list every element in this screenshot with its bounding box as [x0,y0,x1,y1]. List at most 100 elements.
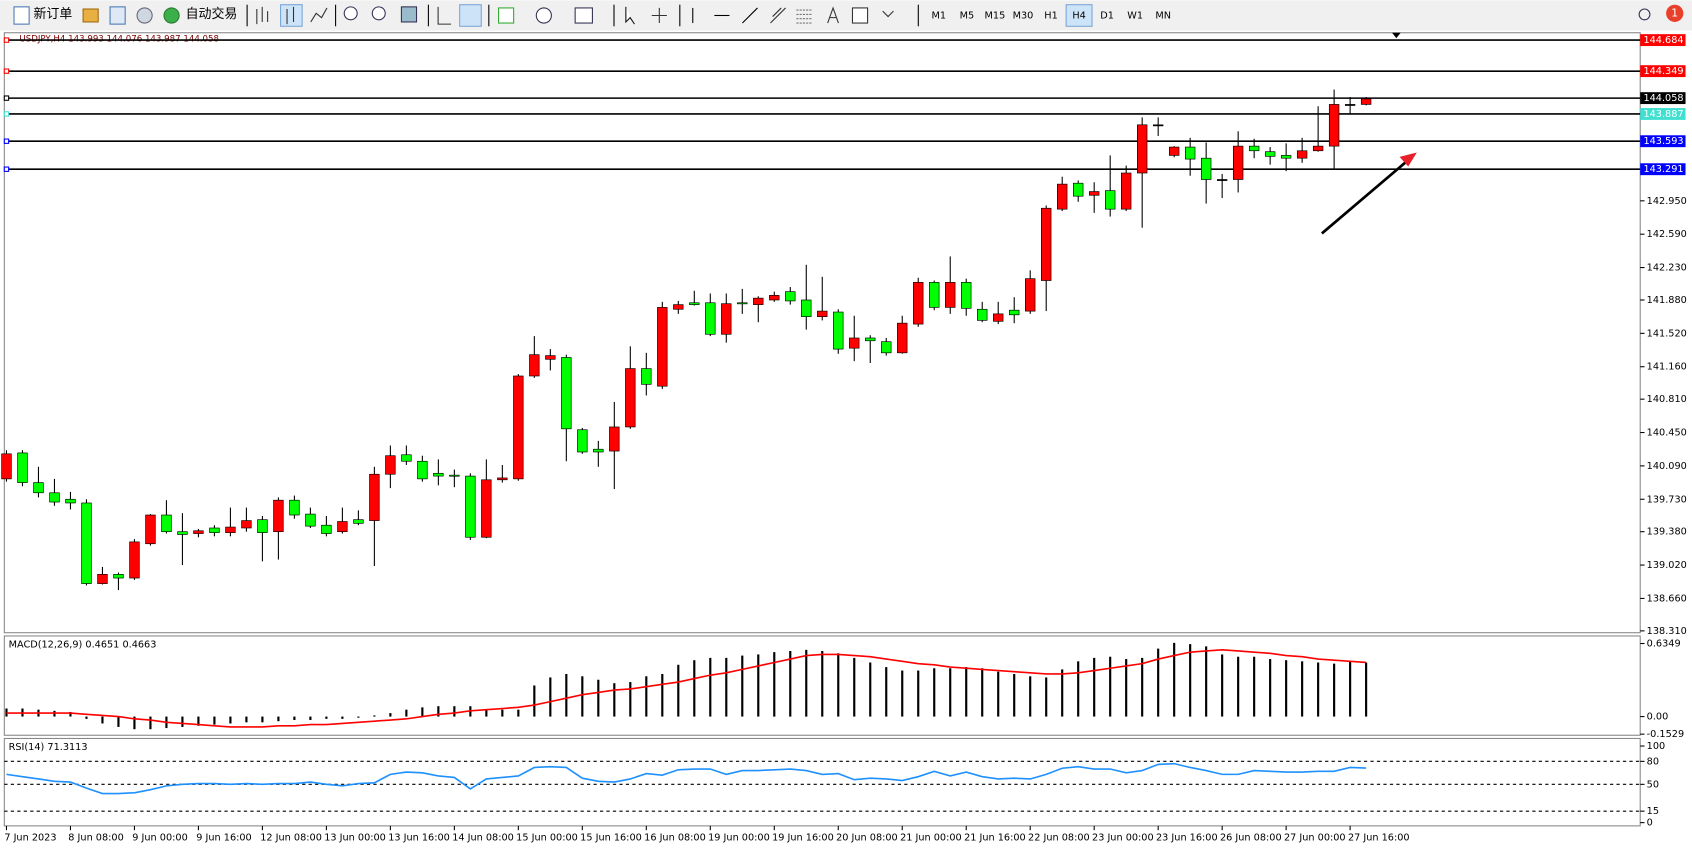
candle-body [1168,146,1180,156]
candle-body [17,452,28,483]
text-tool[interactable] [827,6,839,24]
candle-body [1009,309,1020,316]
x-tick-label: 15 Jun 00:00 [516,833,578,844]
indicators[interactable] [497,7,515,24]
candle-body [961,282,972,309]
candle-body [305,513,316,527]
candle-body [385,455,396,475]
x-tick-label: 7 Jun 2023 [4,833,56,844]
candle-body [689,302,700,305]
candle-tool-active[interactable] [280,4,303,27]
candle-body [865,337,876,342]
search[interactable] [1638,8,1651,21]
y-tick-label: 140.090 [1647,461,1687,472]
candle-body [273,499,284,533]
zoom-out[interactable] [371,6,386,21]
auto-trade-icon[interactable] [163,7,180,24]
new-order-icon[interactable] [13,6,30,25]
trendline-tool[interactable] [742,7,758,24]
candle-body [929,282,940,308]
timeframe-button[interactable]: M30 [1013,10,1034,21]
rsi-pane [3,737,1641,827]
candle-body [1296,150,1308,159]
candle-body [449,474,460,477]
line-handle [3,111,10,117]
candle-body [1041,207,1052,281]
x-tick-label: 21 Jun 00:00 [900,833,962,844]
candle-body [641,368,652,385]
y-tick-label: -0.1529 [1647,729,1684,740]
candle-body [81,502,92,584]
toolbar-icon[interactable] [136,7,153,24]
candle-body [417,460,428,480]
chart-shift[interactable] [459,4,482,27]
candle-body [113,574,124,579]
candle-body [993,313,1004,322]
timeframe-button[interactable]: MN [1155,10,1171,21]
timeframe-button[interactable]: W1 [1127,10,1143,21]
candle-body [1312,145,1324,152]
x-tick-label: 15 Jun 16:00 [580,833,642,844]
timeframe-button[interactable]: H4 [1072,10,1085,21]
candle-body [881,341,892,354]
x-tick-label: 12 Jun 08:00 [260,833,322,844]
notification-badge[interactable] [1666,4,1684,22]
y-tick-label: 139.380 [1647,527,1687,538]
label-tool[interactable] [851,7,869,24]
signal-line [6,649,1367,728]
candle-body [1073,182,1084,197]
candle-body [817,310,828,317]
candle-body [1248,145,1260,152]
timeframe-button[interactable]: M5 [960,10,975,21]
timeframe-bar: M1 M5 M15 M30 H1 H4 D1 W1 MN [932,4,1171,27]
candle-tool[interactable] [286,6,295,25]
bar-chart-tool[interactable] [256,6,269,25]
candle-body [769,295,780,301]
cursor-tool[interactable] [625,6,635,25]
line-handle [3,68,10,74]
candle-body [1216,179,1228,181]
new-order-button[interactable]: 新订单 [33,6,72,22]
timeframe-button[interactable]: M1 [932,10,947,21]
x-tick-label: 19 Jun 00:00 [708,833,770,844]
timeframe-button[interactable]: H1 [1044,10,1057,21]
candle-body [513,375,524,480]
price-label: 144.684 [1643,35,1683,46]
candle-body [1264,151,1276,157]
toolbar-icon[interactable] [109,6,126,25]
x-tick-label: 16 Jun 08:00 [644,833,706,844]
candle-body [433,472,444,477]
timeframe-button[interactable]: M15 [985,10,1006,21]
candle-body [897,322,908,354]
candle-body [1344,104,1356,106]
line-handle [3,166,10,172]
candle-body [481,479,492,538]
toolbar-background [0,0,1692,31]
shapes-tool[interactable] [882,10,894,18]
rsi-title: RSI(14) 71.3113 [9,742,88,753]
candle-body [977,308,988,321]
periods[interactable] [535,7,552,24]
x-tick-label: 20 Jun 08:00 [836,833,898,844]
candle-body [625,368,636,428]
line-handle [3,37,10,43]
candle-body [465,475,476,538]
fibonacci-tool[interactable] [796,9,812,24]
tile-windows[interactable] [400,6,418,23]
timeframe-active [1065,4,1093,27]
shift-marker [1392,32,1401,39]
templates[interactable] [574,7,593,24]
crosshair-tool[interactable] [651,7,667,24]
candle-body [193,530,204,534]
y-tick-label: 142.950 [1647,196,1687,207]
line-tool[interactable] [310,7,328,23]
toolbar-icon[interactable] [82,8,99,23]
candle-body [833,311,844,350]
timeframe-button[interactable]: D1 [1100,10,1114,21]
channel-tool[interactable] [770,7,786,24]
autoscroll[interactable] [437,6,452,25]
candle-body [1232,145,1244,180]
candle-body [609,426,620,452]
zoom-in[interactable] [343,6,358,21]
auto-trade-button[interactable]: 自动交易 [186,6,238,22]
